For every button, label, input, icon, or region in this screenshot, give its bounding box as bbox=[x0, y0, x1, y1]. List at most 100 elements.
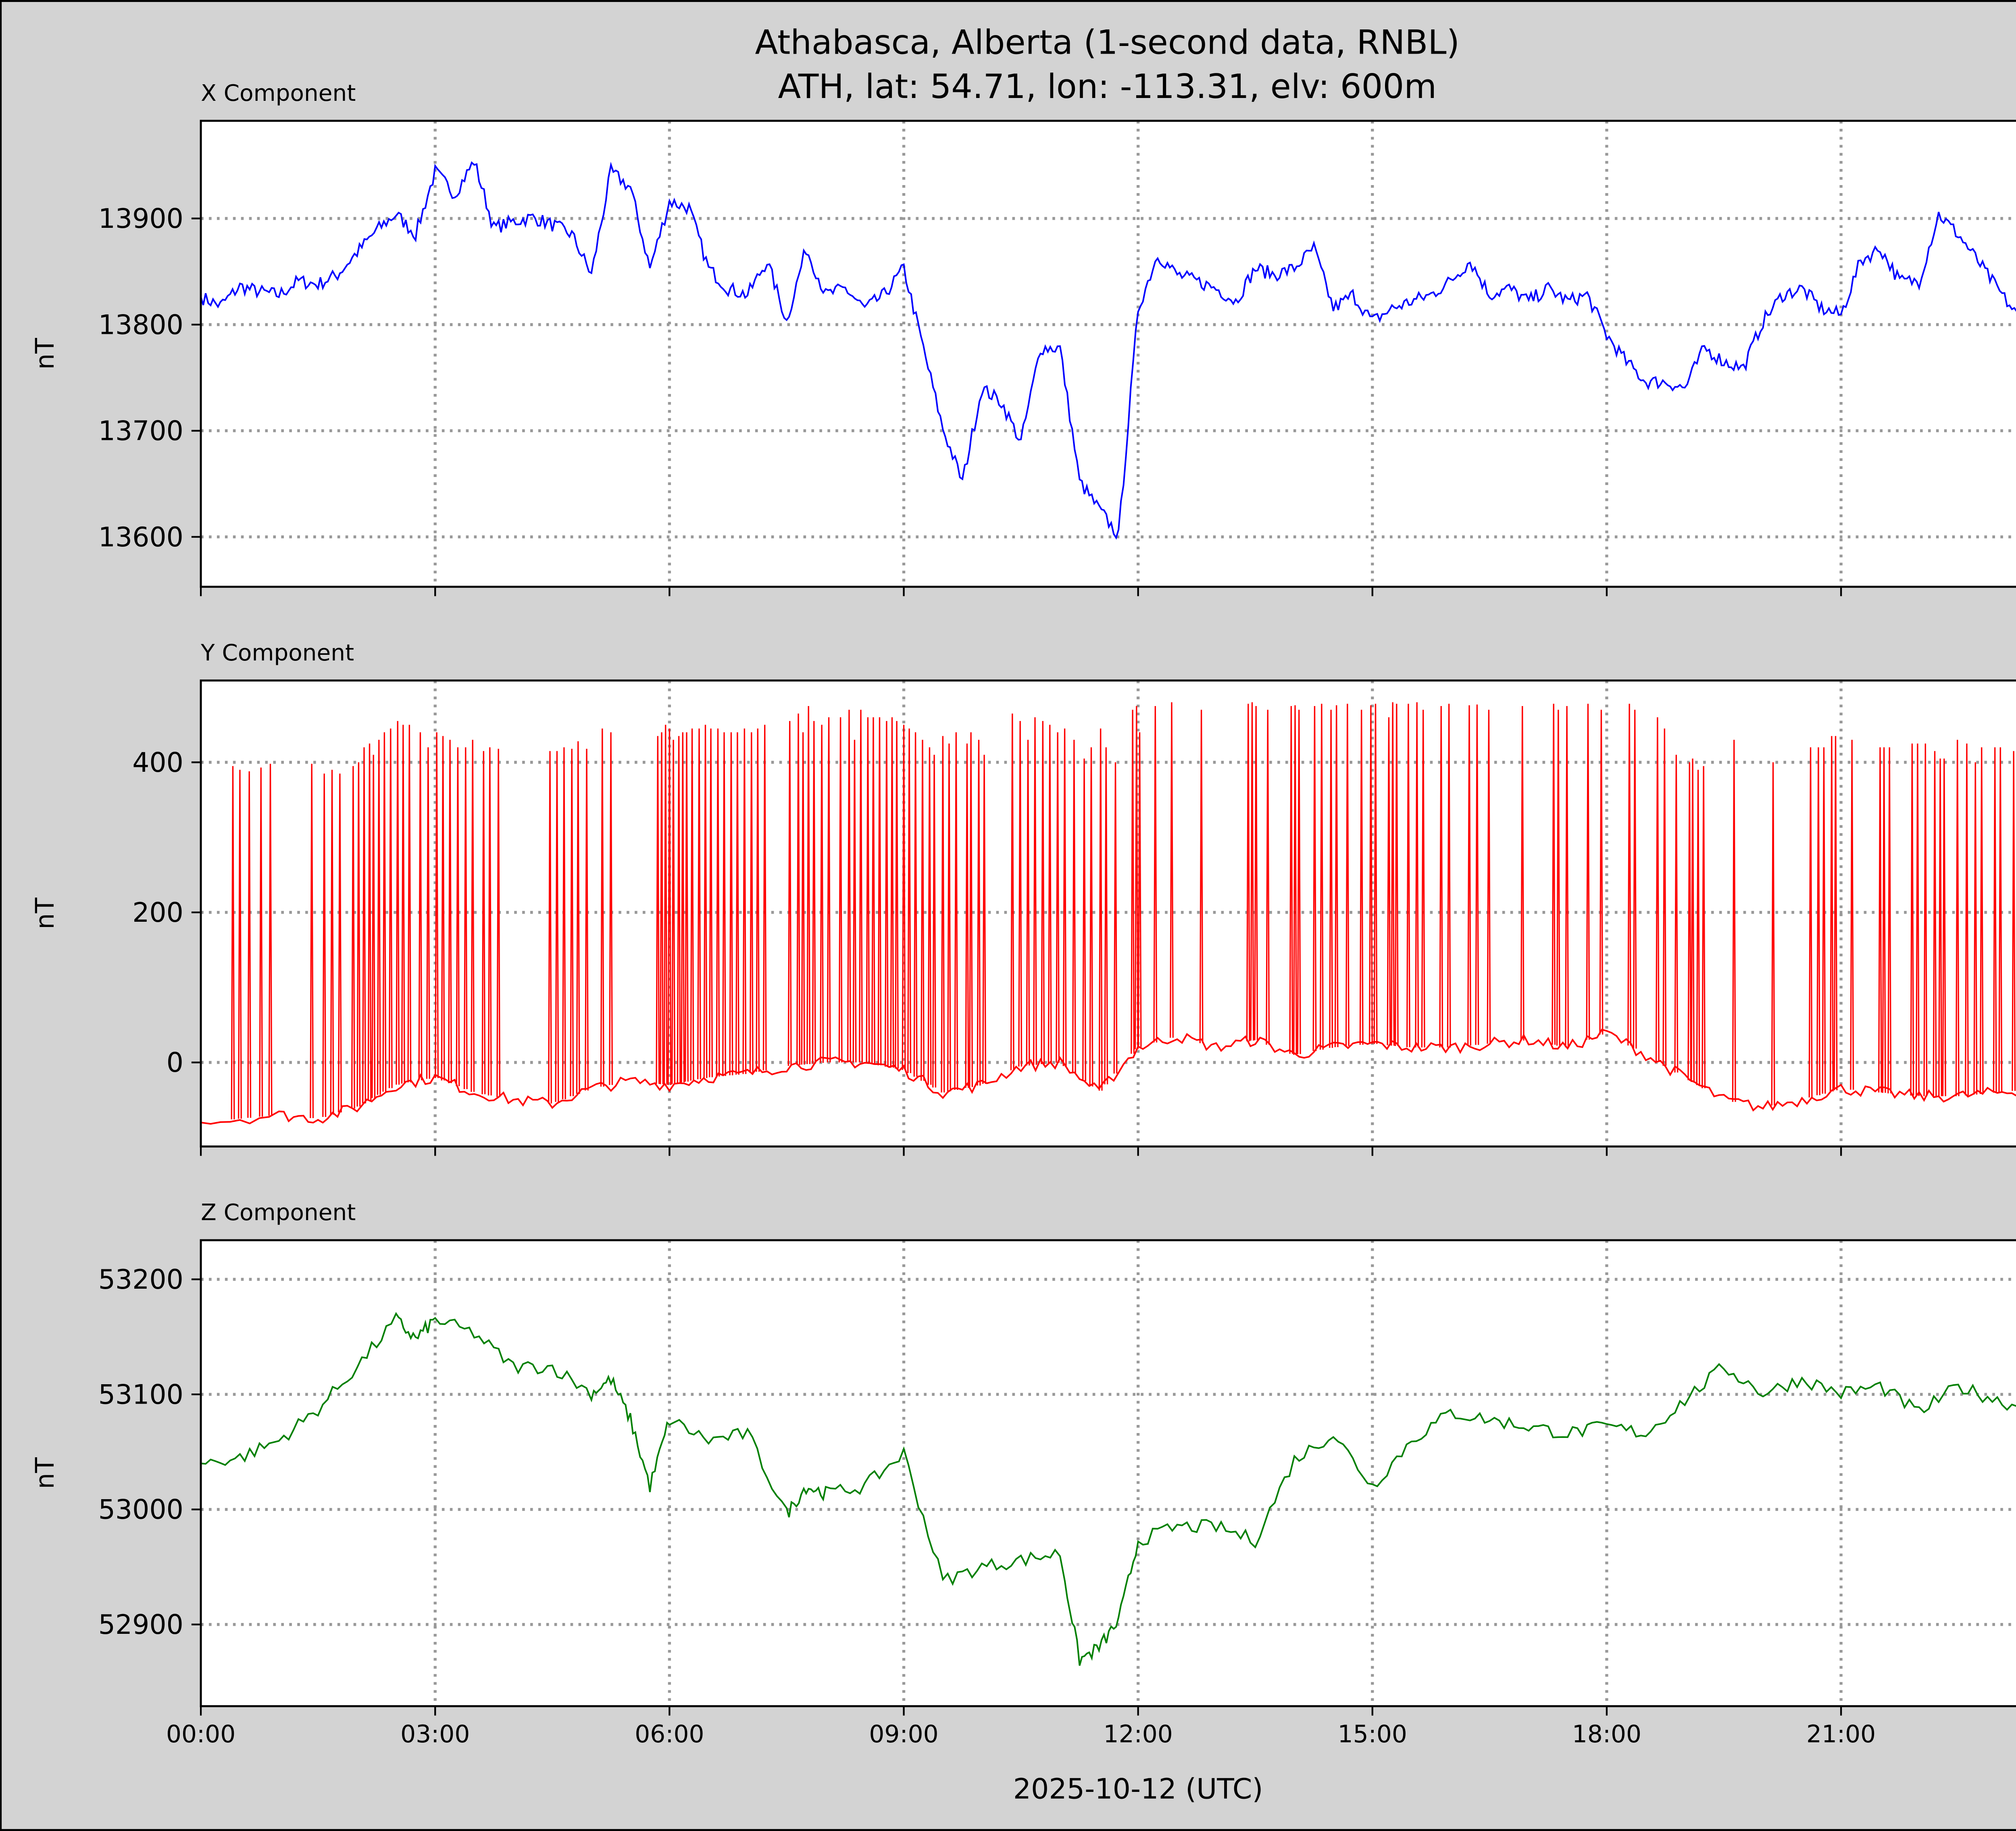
axes-frame bbox=[200, 679, 2016, 1148]
spike-mark bbox=[231, 766, 235, 1120]
spike-mark bbox=[388, 728, 393, 1088]
spike-mark bbox=[441, 736, 445, 1081]
spike-mark bbox=[796, 713, 801, 1065]
spike-mark bbox=[1833, 736, 1838, 1090]
spike-mark bbox=[407, 725, 412, 1083]
figure-title-line2: ATH, lat: 54.71, lon: -113.31, elv: 600m bbox=[778, 67, 1437, 106]
y-tick-label: 13700 bbox=[98, 415, 183, 447]
spike-mark bbox=[1887, 747, 1892, 1094]
y-tick-label: 200 bbox=[132, 897, 183, 928]
spike-mark bbox=[660, 732, 664, 1084]
spike-mark bbox=[722, 732, 726, 1076]
spike-mark bbox=[1329, 710, 1333, 1048]
spike-mark bbox=[351, 766, 355, 1109]
spike-mark bbox=[2012, 751, 2016, 1091]
y-tick-label: 13800 bbox=[98, 309, 183, 340]
figure-title-line1: Athabasca, Alberta (1-second data, RNBL) bbox=[755, 23, 1460, 62]
spike-mark bbox=[1702, 766, 1706, 1088]
spike-mark bbox=[663, 725, 668, 1085]
spike-mark bbox=[907, 728, 912, 1073]
spike-mark bbox=[1586, 704, 1590, 1040]
x-tick-label: 03:00 bbox=[400, 1721, 470, 1748]
spike-mark bbox=[902, 725, 906, 1070]
spike-mark bbox=[716, 728, 720, 1077]
spike-mark bbox=[382, 732, 387, 1092]
spike-mark bbox=[913, 732, 918, 1077]
spike-mark bbox=[456, 747, 460, 1086]
spike-mark bbox=[709, 728, 713, 1077]
spike-mark bbox=[756, 728, 760, 1072]
spike-mark bbox=[927, 747, 932, 1085]
spike-mark bbox=[1056, 732, 1060, 1063]
spike-mark bbox=[1368, 705, 1373, 1044]
panel-title: X Component bbox=[201, 80, 356, 106]
spike-mark bbox=[1266, 710, 1270, 1045]
spike-mark bbox=[871, 717, 875, 1064]
y-tick-label: 400 bbox=[132, 747, 183, 778]
axes-frame bbox=[200, 120, 2016, 588]
spike-mark bbox=[969, 732, 973, 1087]
spike-mark bbox=[481, 751, 486, 1094]
spike-mark bbox=[1878, 747, 1882, 1093]
spike-mark bbox=[1297, 710, 1301, 1054]
x-tick-label: 06:00 bbox=[635, 1721, 704, 1748]
y-tick-label: 0 bbox=[167, 1047, 183, 1078]
spike-mark bbox=[585, 749, 589, 1091]
spike-mark bbox=[806, 706, 811, 1064]
spike-mark bbox=[1732, 739, 1736, 1102]
spike-mark bbox=[690, 728, 694, 1081]
spike-mark bbox=[1933, 751, 1937, 1096]
spike-mark bbox=[877, 717, 882, 1065]
spike-mark bbox=[337, 773, 342, 1112]
panel-z: Z Component nT 00:00 03:00 06:00 09:00 12:00 15… bbox=[30, 1200, 2016, 1748]
panel-title: Y Component bbox=[200, 640, 354, 666]
spike-mark bbox=[356, 762, 361, 1107]
spike-mark bbox=[1633, 710, 1637, 1049]
spike-mark bbox=[1771, 762, 1775, 1106]
spike-mark bbox=[847, 710, 851, 1062]
x-tick-label: 00:00 bbox=[166, 1721, 235, 1748]
spike-mark bbox=[982, 754, 987, 1084]
spike-mark bbox=[965, 744, 969, 1088]
spike-mark bbox=[1153, 706, 1158, 1043]
spike-mark bbox=[377, 739, 381, 1095]
spike-mark bbox=[1439, 706, 1443, 1048]
spike-mark bbox=[268, 764, 273, 1116]
y-axis-label: nT bbox=[30, 338, 60, 370]
spike-mark bbox=[362, 747, 366, 1104]
spike-mark bbox=[1113, 762, 1118, 1074]
spike-mark bbox=[1556, 710, 1560, 1046]
spike-mark bbox=[562, 747, 566, 1100]
spike-mark bbox=[890, 717, 894, 1068]
panel-y: Y Component nT 0 200 400 bbox=[30, 640, 2016, 1156]
spike-mark bbox=[259, 767, 263, 1117]
spike-mark bbox=[1964, 744, 1969, 1096]
x-axis-label: 2025-10-12 (UTC) bbox=[1013, 1773, 1263, 1806]
spike-mark bbox=[820, 725, 824, 1063]
spike-mark bbox=[1674, 754, 1679, 1073]
panel-title: Z Component bbox=[201, 1200, 356, 1226]
spike-mark bbox=[448, 739, 452, 1083]
spike-mark bbox=[1979, 747, 1984, 1094]
spike-mark bbox=[1627, 704, 1632, 1046]
spike-mark bbox=[1998, 747, 2003, 1092]
spike-mark bbox=[396, 721, 400, 1085]
y-tick-label: 13900 bbox=[98, 203, 183, 234]
y-tick-label: 53200 bbox=[98, 1264, 183, 1295]
spike-mark bbox=[1520, 706, 1524, 1041]
y-axis-label: nT bbox=[30, 898, 60, 929]
spike-mark bbox=[1415, 702, 1419, 1048]
spike-mark bbox=[1816, 747, 1820, 1096]
series-line bbox=[201, 1312, 2016, 1666]
spike-mark bbox=[426, 747, 430, 1079]
spike-mark bbox=[1098, 728, 1103, 1091]
spike-mark bbox=[1062, 728, 1067, 1066]
spike-mark bbox=[703, 725, 708, 1078]
spike-mark bbox=[1829, 736, 1834, 1092]
spike-mark bbox=[1137, 732, 1142, 1047]
spike-mark bbox=[1655, 717, 1660, 1062]
spike-mark bbox=[1487, 710, 1491, 1044]
spike-mark bbox=[322, 773, 327, 1117]
spike-mark bbox=[1394, 704, 1399, 1046]
